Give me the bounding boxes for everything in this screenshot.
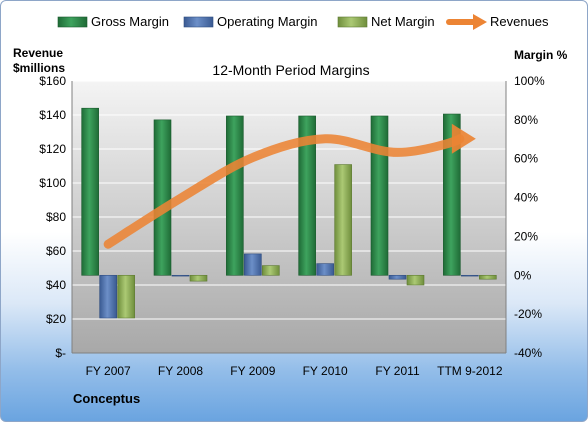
left-tick-label: $80 [46, 210, 66, 224]
bar-net-margin-ttm-9-2012 [479, 274, 497, 280]
company-name: Conceptus [73, 391, 140, 406]
bar-net-margin-fy-2011 [406, 274, 425, 286]
bar-gross-margin-fy-2011 [370, 115, 389, 276]
right-tick-label: 40% [514, 191, 538, 205]
legend-item-operating-margin: Operating Margin [183, 14, 317, 29]
bar-gross-margin-fy-2007 [81, 107, 99, 276]
left-tick-label: $140 [39, 108, 66, 122]
right-tick-label: 0% [514, 268, 532, 282]
x-tick-label: FY 2008 [158, 364, 203, 378]
x-tick-label: FY 2011 [375, 364, 420, 378]
legend-label-gross-margin: Gross Margin [91, 14, 169, 29]
x-axis-ticks: FY 2007 FY 2008 FY 2009 FY 2010 FY 2011 TTM 9… [86, 364, 503, 378]
x-tick-label: FY 2009 [230, 364, 275, 378]
x-tick-label: TTM 9-2012 [437, 364, 503, 378]
legend-item-net-margin: Net Margin [337, 14, 435, 29]
bar-gross-margin-fy-2010 [298, 115, 316, 276]
bar-gross-margin-ttm-9-2012 [443, 113, 461, 276]
legend-item-revenues: Revenues [446, 14, 549, 30]
right-tick-label: -20% [514, 307, 542, 321]
legend-label-operating-margin: Operating Margin [217, 14, 317, 29]
left-tick-label: $40 [46, 278, 66, 292]
revenue-arrowhead [451, 123, 476, 154]
left-tick-label: $- [55, 346, 66, 360]
legend-label-net-margin: Net Margin [371, 14, 435, 29]
right-tick-label: 80% [514, 113, 538, 127]
left-tick-label: $120 [39, 142, 66, 156]
bar-net-margin-fy-2009 [262, 265, 280, 276]
bars [81, 107, 497, 319]
legend: Gross Margin Operating Margin Net Margin… [57, 14, 549, 30]
left-tick-label: $20 [46, 312, 66, 326]
x-tick-label: FY 2010 [303, 364, 348, 378]
right-axis-ticks: -40% -20% 0% 20% 40% 60% 80% 100% [514, 74, 545, 360]
bar-net-margin-fy-2008 [189, 274, 208, 282]
bar-operating-margin-fy-2011 [388, 274, 407, 280]
bar-operating-margin-fy-2009 [244, 253, 262, 276]
legend-arrowhead-revenues [473, 14, 487, 30]
left-tick-label: $100 [39, 176, 66, 190]
legend-item-gross-margin: Gross Margin [57, 14, 169, 29]
bar-operating-margin-fy-2007 [99, 274, 117, 319]
legend-swatch-gross-margin [57, 16, 88, 28]
right-tick-label: -40% [514, 346, 542, 360]
revenue-line [103, 123, 476, 249]
bar-operating-margin-fy-2010 [316, 263, 334, 276]
right-tick-label: 60% [514, 152, 538, 166]
legend-swatch-operating-margin [183, 16, 214, 28]
x-tick-label: FY 2007 [86, 364, 131, 378]
bar-operating-margin-fy-2008 [171, 274, 190, 277]
left-tick-label: $60 [46, 244, 66, 258]
left-axis-title-line1: Revenue [13, 46, 63, 60]
bar-gross-margin-fy-2009 [226, 115, 244, 276]
right-axis-title: Margin % [514, 48, 568, 62]
right-tick-label: 100% [514, 74, 545, 88]
right-tick-label: 20% [514, 229, 538, 243]
left-axis-ticks: $- $20 $40 $60 $80 $100 $120 $140 $160 [39, 74, 66, 360]
bar-gross-margin-fy-2008 [153, 119, 172, 276]
legend-label-revenues: Revenues [490, 14, 549, 29]
bar-net-margin-fy-2010 [334, 164, 352, 276]
left-axis-title-line2: $millions [13, 61, 65, 75]
revenue-line-path [103, 134, 465, 249]
chart-title: 12-Month Period Margins [212, 62, 369, 78]
left-tick-label: $160 [39, 74, 66, 88]
legend-swatch-net-margin [337, 16, 368, 28]
bar-operating-margin-ttm-9-2012 [461, 274, 479, 277]
bar-net-margin-fy-2007 [117, 274, 135, 319]
